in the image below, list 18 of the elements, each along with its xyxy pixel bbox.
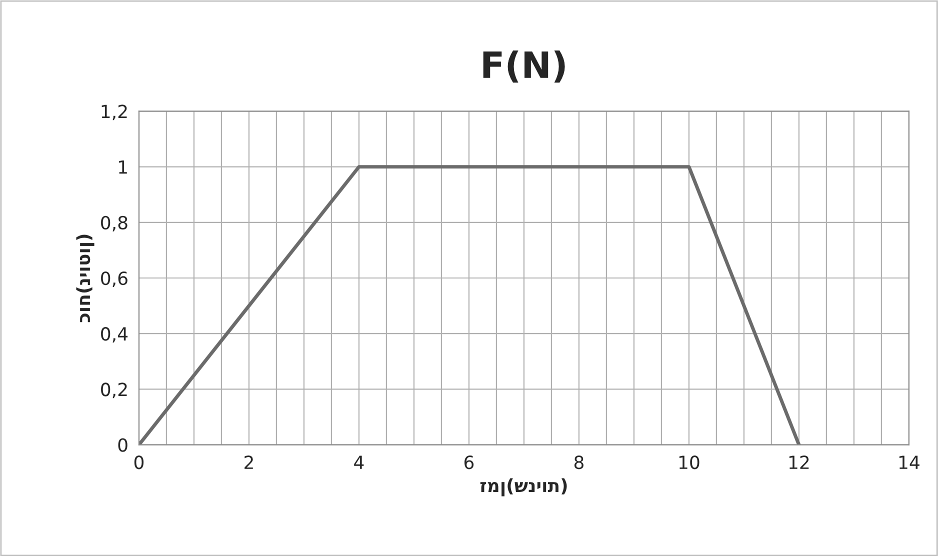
x-tick-label: 10 [679, 456, 700, 470]
y-tick-label: 1,2 [102, 104, 127, 120]
y-tick-label: 0 [118, 438, 128, 452]
chart-title: F(N) [483, 50, 565, 83]
y-tick-label: 0,2 [101, 382, 127, 398]
y-tick-label: 0,6 [101, 271, 128, 287]
x-tick-label: 6 [464, 456, 474, 470]
y-tick-label: 0,4 [101, 327, 128, 343]
y-tick-label: 0,8 [101, 216, 128, 232]
x-tick-label: 0 [134, 456, 144, 470]
x-tick-label: 2 [244, 456, 253, 469]
y-axis-title: כוח(ניוטון) [76, 234, 94, 322]
x-tick-label: 12 [789, 456, 809, 469]
x-axis-title: זמן(שניות) [480, 478, 567, 496]
x-tick-label: 8 [574, 456, 584, 470]
x-tick-label: 4 [354, 456, 364, 469]
x-tick-label: 14 [899, 456, 920, 469]
y-tick-label: 1 [119, 160, 127, 174]
